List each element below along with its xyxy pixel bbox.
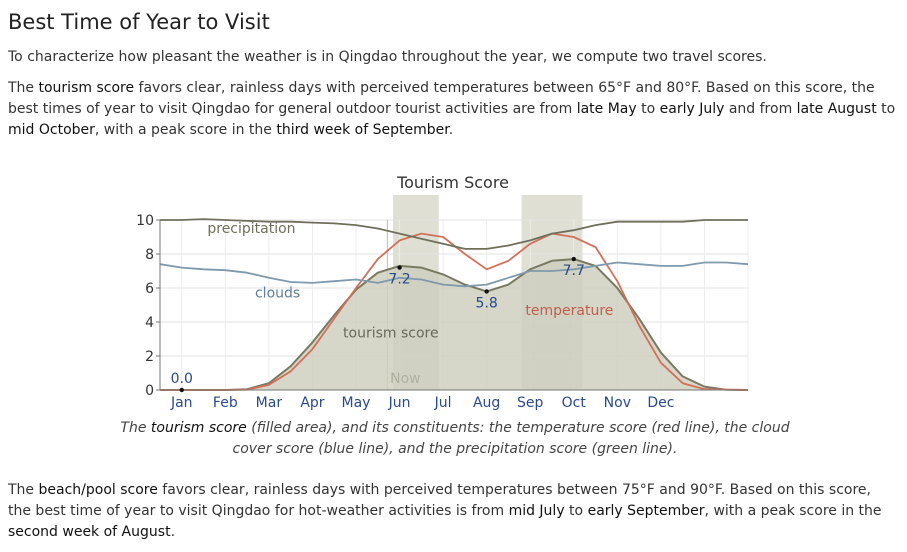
date-highlight: late May [576, 101, 637, 117]
y-tick-label: 2 [145, 349, 154, 365]
y-tick-label: 10 [136, 213, 154, 229]
x-tick-label: Feb [213, 395, 238, 411]
series-line-tourism-score [160, 258, 749, 391]
date-highlight: third week of September [276, 122, 449, 138]
x-tick-label: Jul [434, 395, 452, 411]
text-run: , with a peak score in the [94, 122, 277, 138]
data-point-marker [397, 265, 402, 270]
data-point-label: 5.8 [476, 295, 498, 311]
x-tick-label: Jun [388, 395, 411, 411]
beach-score-link[interactable]: beach/pool score [38, 482, 158, 498]
date-highlight: second week of August [8, 524, 171, 540]
chart-svg: 0 2 4 6 8 10 Jan Feb Mar Apr May Jun Jul Aug Sep Oct Nov… [136, 173, 749, 411]
date-highlight: late August [796, 101, 877, 117]
tourism-area [160, 259, 748, 390]
text-run: , with a peak score in the [704, 503, 882, 519]
data-point-marker [571, 256, 576, 262]
text-run: . [448, 122, 454, 138]
tourism-score-link[interactable]: tourism score [38, 80, 135, 96]
axes: 0 2 4 6 8 10 Jan Feb Mar Apr May Jun Jul Aug Sep Oct Nov… [136, 213, 748, 411]
data-point-label: 0.0 [171, 371, 193, 387]
x-tick-label: Sep [517, 395, 544, 411]
x-tick-label: Dec [647, 395, 674, 411]
chart-title: Tourism Score [396, 173, 509, 192]
y-tick-label: 6 [145, 281, 154, 297]
data-point-label: 7.2 [388, 272, 410, 288]
text-run: favors clear, rainless days with perceiv… [8, 482, 871, 519]
text-run: and from [724, 101, 797, 117]
text-run: (filled area), and its constituents: the… [232, 420, 790, 457]
date-highlight: mid October [8, 122, 95, 138]
now-label: Now [390, 371, 421, 387]
series-label: temperature [525, 303, 613, 319]
y-tick-label: 0 [145, 383, 154, 399]
x-tick-label: Apr [300, 395, 324, 411]
tourism-score-paragraph: The tourism score favors clear, rainless… [8, 78, 898, 141]
intro-paragraph: To characterize how pleasant the weather… [8, 49, 767, 65]
series-label: precipitation [207, 221, 295, 237]
section-title: Best Time of Year to Visit [8, 10, 270, 34]
text-run: The [8, 80, 39, 96]
data-point-marker [484, 289, 489, 294]
x-tick-label: Mar [256, 395, 283, 411]
series-line-clouds [159, 261, 749, 288]
x-tick-label: May [342, 395, 371, 411]
date-highlight: early July [659, 101, 725, 117]
annotations: precipitation clouds tourism score temperat… [171, 221, 613, 393]
beach-score-paragraph: The beach/pool score favors clear, rainl… [8, 480, 898, 543]
tourism-score-area [160, 259, 748, 390]
tourism-score-chart: 0 2 4 6 8 10 Jan Feb Mar Apr May Jun Jul Aug Sep Oct Nov… [0, 165, 907, 465]
date-highlight: mid July [508, 503, 565, 519]
text-run: The [8, 482, 39, 498]
text-run: The [120, 420, 151, 436]
y-tick-label: 8 [145, 247, 154, 263]
x-tick-label: Nov [604, 395, 631, 411]
series-label: tourism score [343, 325, 439, 341]
text-run: to [636, 101, 660, 117]
y-tick-label: 4 [145, 315, 154, 331]
text-run: to [876, 101, 896, 117]
data-point-marker [179, 387, 184, 393]
x-tick-label: Oct [562, 395, 587, 411]
series-line-precipitation [160, 218, 748, 250]
x-tick-label: Jan [170, 395, 193, 411]
series-line-temperature [160, 232, 749, 391]
chart-caption: The tourism score (filled area), and its… [120, 418, 790, 460]
tourism-score-link[interactable]: tourism score [150, 420, 247, 436]
x-tick-label: Aug [473, 395, 500, 411]
text-run: . [170, 524, 176, 540]
data-point-label: 7.7 [563, 263, 585, 279]
text-run: favors clear, rainless days with perceiv… [8, 80, 875, 117]
date-highlight: early September [587, 503, 705, 519]
series-label: clouds [255, 285, 300, 301]
series-lines [159, 218, 749, 391]
text-run: to [564, 503, 588, 519]
